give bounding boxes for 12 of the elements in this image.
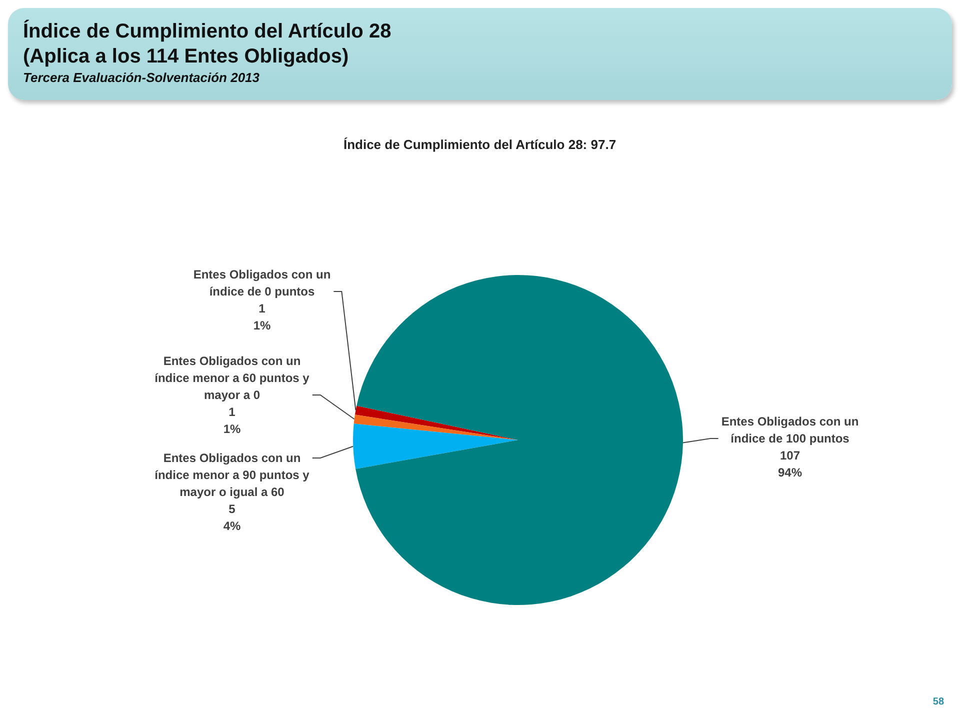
chart-title: Índice de Cumplimiento del Artículo 28 (Aplica a los 114 Entes Obligados): [23, 20, 392, 68]
data-label: 1 1%: [253, 302, 271, 332]
text: 58: [932, 696, 944, 708]
data-label: 5 4%: [223, 502, 241, 533]
text: Índice de Cumplimiento del Artículo 28: 97.7: [343, 137, 616, 152]
chart-subtitle: Tercera Evaluación-Solventación 2013: [23, 70, 260, 85]
slice-label: Entes Obligados con un índice menor a 60 puntos y mayor a 0: [154, 354, 310, 402]
data-label: 107 94%: [778, 448, 802, 480]
data-label: 1 1%: [223, 405, 241, 436]
slice-label: Entes Obligados con un índice de 0 puntos: [193, 268, 331, 298]
slice-label: Entes Obligados con un índice menor a 90 puntos y mayor o igual a 60: [154, 451, 310, 499]
slice-label: Entes Obligados con un índice de 100 puntos: [721, 414, 859, 446]
